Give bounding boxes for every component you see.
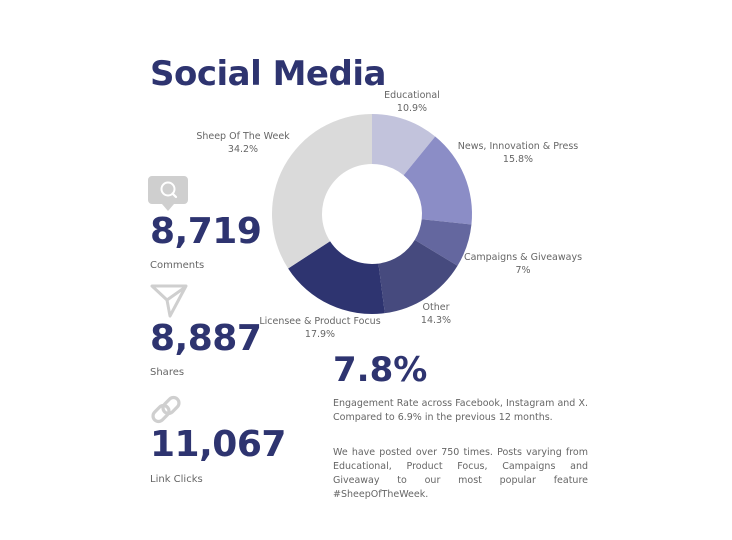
shares-count: 8,887	[150, 318, 262, 359]
slice-value-label: 34.2%	[228, 144, 258, 155]
shares-label: Shares	[150, 367, 185, 378]
donut-slice-2	[414, 219, 472, 266]
link-chain-icon	[148, 394, 188, 434]
slice-value-label: 15.8%	[503, 154, 533, 165]
slice-value-label: 14.3%	[421, 315, 451, 326]
slice-category-label: News, Innovation & Press	[458, 141, 579, 152]
posts-description: We have posted over 750 times. Posts var…	[333, 447, 588, 500]
slice-value-label: 17.9%	[305, 329, 335, 340]
donut-slice-5	[272, 114, 372, 269]
slice-category-label: Licensee & Product Focus	[259, 316, 380, 327]
engagement-description: Engagement Rate across Facebook, Instagr…	[333, 398, 588, 423]
slice-value-label: 7%	[515, 265, 530, 276]
slice-category-label: Educational	[384, 90, 440, 101]
comments-label: Comments	[150, 260, 205, 271]
slice-category-label: Other	[423, 302, 450, 313]
donut-slice-4	[288, 241, 385, 314]
donut-slice-3	[378, 239, 458, 314]
slice-value-label: 10.9%	[397, 103, 427, 114]
paper-plane-share-icon	[148, 282, 190, 324]
comments-count: 8,719	[150, 211, 262, 252]
page-title: Social Media	[150, 54, 386, 94]
donut-slice-0	[372, 114, 436, 176]
engagement-rate: 7.8%	[333, 350, 428, 390]
slice-category-label: Sheep Of The Week	[196, 131, 290, 142]
slice-category-label: Campaigns & Giveaways	[464, 252, 582, 263]
comment-bubble-icon	[148, 176, 192, 216]
donut-slice-1	[403, 136, 472, 225]
link-clicks-label: Link Clicks	[150, 474, 203, 485]
link-clicks-count: 11,067	[150, 424, 286, 465]
